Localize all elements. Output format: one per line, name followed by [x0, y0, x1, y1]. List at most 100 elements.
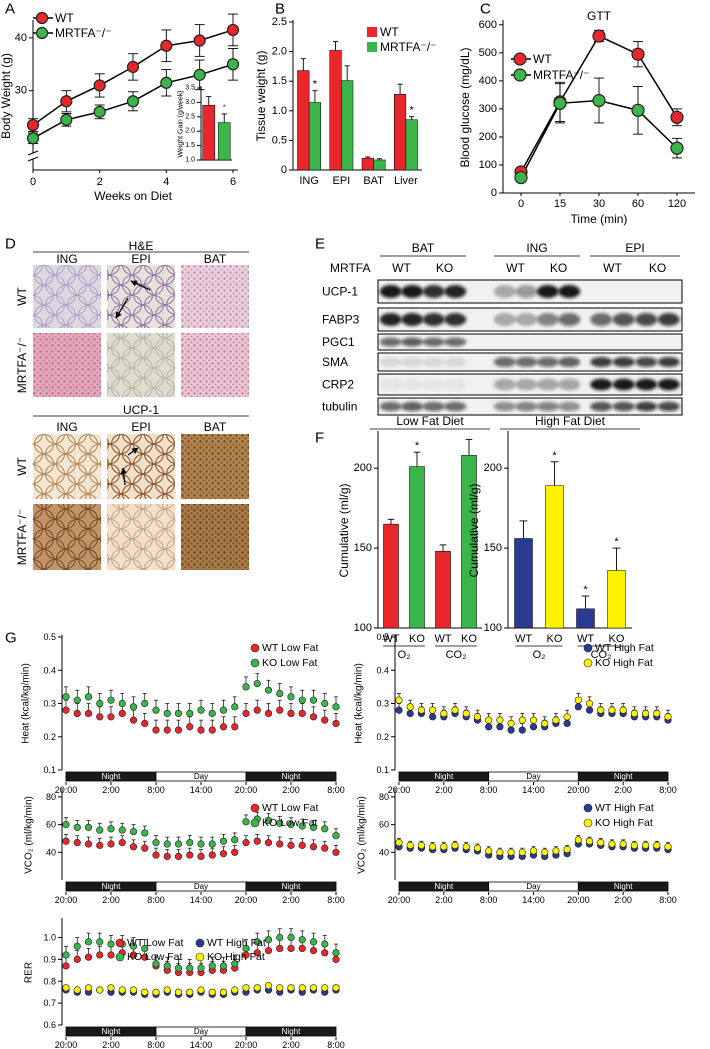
x-tick-label: 14:00 [190, 785, 213, 795]
data-point [276, 944, 284, 953]
data-point [529, 723, 538, 731]
arrow [127, 447, 139, 456]
band [379, 378, 402, 391]
band [401, 313, 424, 326]
group-label: CO₂ [591, 649, 612, 661]
y-axis-label: Weight Gain (g/week) [178, 90, 185, 157]
data-point [96, 938, 104, 946]
data-point [276, 984, 284, 992]
panel-letter: G [5, 630, 17, 647]
data-point [152, 960, 160, 968]
data-point [62, 693, 70, 701]
legend-label: KO High Fat [595, 817, 653, 829]
x-tick-label: KO [609, 633, 625, 645]
data-point [129, 951, 138, 959]
legend-label: WT [55, 11, 74, 25]
band [635, 378, 658, 391]
x-tick-label: 14:00 [190, 1040, 213, 1049]
data-point [107, 713, 115, 721]
y-tick-label: 40 [15, 32, 27, 44]
legend-marker [115, 952, 125, 962]
protein-label: FABP3 [322, 313, 360, 327]
protein-label: UCP-1 [322, 285, 358, 299]
data-point [395, 696, 403, 704]
data-point [287, 693, 295, 701]
data-point [541, 719, 549, 728]
y-tick-label: 0.4 [43, 665, 56, 675]
legend-marker [513, 68, 527, 82]
y-tick-label: 150 [354, 542, 372, 554]
y-tick-label: 100 [479, 159, 497, 171]
y-tick-label: 2.5 [185, 113, 195, 120]
data-point [298, 841, 306, 849]
y-tick-label: 100 [354, 622, 372, 634]
row-label: WT [15, 287, 29, 306]
data-point [193, 68, 206, 81]
x-tick-label: 2:00 [282, 1040, 300, 1049]
data-point [276, 706, 284, 714]
phase-bar [577, 771, 669, 782]
band [558, 401, 581, 412]
protein-label: tubulin [322, 400, 357, 414]
data-point [563, 719, 571, 728]
bar [217, 122, 231, 161]
y-tick-label: 0.8 [43, 976, 56, 986]
legend-marker [583, 643, 593, 653]
y-tick-label: 0.4 [376, 665, 389, 675]
legend-marker [250, 803, 260, 813]
data-point [197, 706, 205, 714]
data-point [231, 960, 239, 968]
panel-letter: D [5, 236, 16, 253]
data-point [107, 951, 115, 959]
data-point [429, 843, 437, 851]
band [536, 313, 559, 326]
band [493, 378, 516, 391]
band [612, 356, 635, 368]
data-point [160, 39, 173, 52]
micrograph-texture [33, 333, 101, 397]
x-tick-label: 2:00 [282, 895, 300, 905]
data-point [126, 95, 140, 108]
x-tick-label: KO [547, 633, 563, 645]
genotype-label: KO [550, 261, 567, 275]
y-tick-label: 80 [379, 792, 389, 802]
data-point [253, 679, 261, 688]
legend-label: WT High Fat [595, 802, 654, 814]
x-tick-label: 14:00 [190, 895, 213, 905]
micrograph-texture [107, 434, 175, 499]
column-label: EPI [131, 420, 150, 434]
data-point [485, 716, 493, 724]
y-tick-label: 0.7 [43, 998, 56, 1008]
x-tick-label: 8:00 [480, 895, 498, 905]
band [515, 285, 538, 298]
data-point [174, 964, 183, 972]
data-point [226, 58, 240, 71]
micrograph-texture [181, 434, 249, 499]
phase-bar [245, 771, 337, 782]
data-point [253, 984, 261, 992]
data-point [96, 699, 104, 708]
data-point [417, 841, 426, 849]
axis-break [27, 150, 39, 156]
band [536, 401, 559, 412]
data-point [309, 947, 318, 955]
band [422, 356, 445, 368]
data-point [619, 840, 627, 848]
x-tick-label: 0 [518, 198, 524, 210]
data-point [197, 986, 205, 994]
y-tick-label: 40 [46, 847, 56, 857]
x-tick-label: 8:00 [659, 785, 677, 795]
data-point [96, 986, 104, 994]
data-point [264, 839, 273, 847]
bar [329, 50, 342, 171]
data-point [60, 113, 73, 126]
band [515, 378, 538, 391]
x-tick-label: ING [299, 175, 319, 187]
phase-label: Night [282, 772, 301, 781]
band [558, 285, 581, 298]
x-tick-label: 2:00 [282, 785, 300, 795]
phase-label: Day [194, 1027, 208, 1036]
legend-marker [195, 938, 205, 948]
legend-label: WT [533, 52, 552, 66]
x-tick-label: 20:00 [55, 1040, 78, 1049]
